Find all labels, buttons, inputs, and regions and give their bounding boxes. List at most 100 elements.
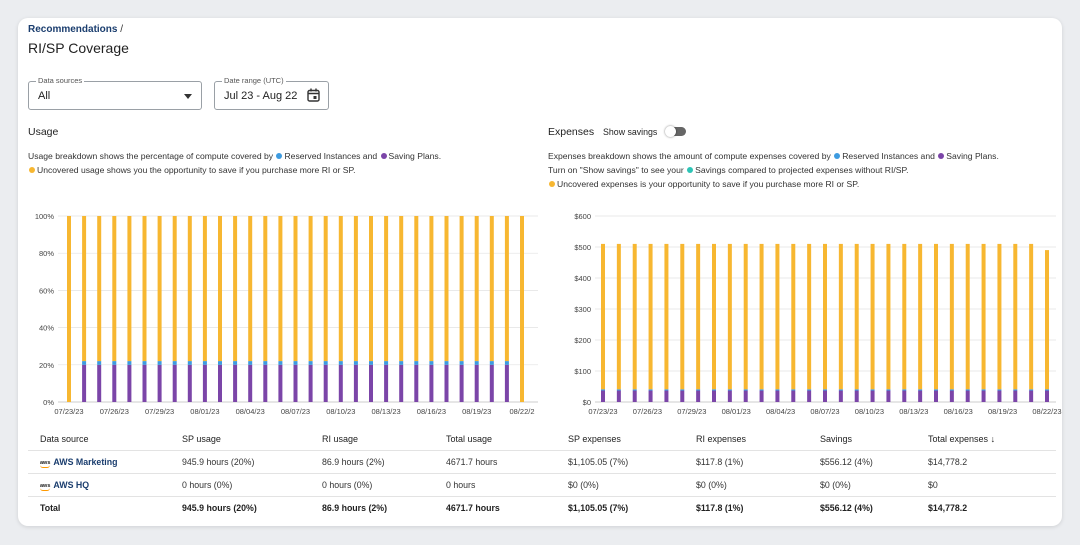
bar-segment-saving-plans[interactable]	[712, 390, 716, 402]
bar-segment-saving-plans[interactable]	[112, 364, 117, 402]
bar-segment-uncovered[interactable]	[727, 243, 732, 390]
col-total-usage[interactable]: Total usage	[434, 428, 556, 451]
bar-segment-uncovered[interactable]	[278, 216, 283, 362]
bar-segment-saving-plans[interactable]	[248, 364, 253, 402]
bar-segment-uncovered[interactable]	[459, 216, 464, 362]
bar-segment-reserved-instances[interactable]	[886, 389, 891, 391]
bar-segment-uncovered[interactable]	[172, 216, 177, 362]
bar-segment-reserved-instances[interactable]	[616, 389, 621, 391]
bar-segment-reserved-instances[interactable]	[323, 361, 328, 365]
bar-segment-uncovered[interactable]	[97, 216, 102, 362]
bar-segment-uncovered[interactable]	[823, 243, 827, 390]
bar-segment-saving-plans[interactable]	[664, 390, 669, 402]
bar-segment-saving-plans[interactable]	[444, 364, 449, 402]
bar-segment-saving-plans[interactable]	[902, 390, 907, 402]
bar-segment-uncovered[interactable]	[248, 216, 253, 362]
bar-segment-uncovered[interactable]	[648, 243, 653, 390]
bar-segment-saving-plans[interactable]	[918, 390, 923, 402]
bar-segment-saving-plans[interactable]	[293, 364, 298, 402]
bar-segment-reserved-instances[interactable]	[459, 361, 464, 365]
bar-segment-reserved-instances[interactable]	[112, 361, 117, 365]
data-sources-select[interactable]: Data sources All	[28, 76, 202, 110]
bar-segment-reserved-instances[interactable]	[823, 389, 827, 391]
bar-segment-uncovered[interactable]	[712, 243, 716, 390]
bar-segment-saving-plans[interactable]	[791, 390, 796, 402]
bar-segment-reserved-instances[interactable]	[202, 361, 207, 365]
bar-segment-saving-plans[interactable]	[504, 364, 509, 402]
bar-segment-uncovered[interactable]	[1029, 243, 1034, 390]
bar-segment-reserved-instances[interactable]	[308, 361, 313, 365]
bar-segment-reserved-instances[interactable]	[414, 361, 419, 365]
bar-segment-reserved-instances[interactable]	[759, 389, 764, 391]
bar-segment-saving-plans[interactable]	[870, 390, 875, 402]
bar-segment-uncovered[interactable]	[489, 216, 494, 362]
bar-segment-reserved-instances[interactable]	[218, 361, 222, 365]
bar-segment-reserved-instances[interactable]	[791, 389, 796, 391]
bar-segment-saving-plans[interactable]	[997, 390, 1002, 402]
bar-segment-reserved-instances[interactable]	[601, 389, 605, 391]
bar-segment-saving-plans[interactable]	[949, 390, 954, 402]
bar-segment-reserved-instances[interactable]	[97, 361, 102, 365]
bar-segment-uncovered[interactable]	[338, 216, 343, 362]
bar-segment-saving-plans[interactable]	[157, 364, 162, 402]
bar-segment-reserved-instances[interactable]	[278, 361, 283, 365]
bar-segment-uncovered[interactable]	[293, 216, 298, 362]
bar-segment-uncovered[interactable]	[664, 243, 669, 390]
bar-segment-reserved-instances[interactable]	[82, 361, 87, 365]
bar-segment-reserved-instances[interactable]	[648, 389, 653, 391]
bar-segment-uncovered[interactable]	[202, 216, 207, 362]
col-sp-expenses[interactable]: SP expenses	[556, 428, 684, 451]
bar-segment-saving-plans[interactable]	[474, 364, 479, 402]
bar-segment-saving-plans[interactable]	[759, 390, 764, 402]
bar-segment-saving-plans[interactable]	[854, 390, 859, 402]
bar-segment-reserved-instances[interactable]	[504, 361, 509, 365]
bar-segment-reserved-instances[interactable]	[1045, 389, 1049, 391]
bar-segment-reserved-instances[interactable]	[949, 389, 954, 391]
bar-segment-reserved-instances[interactable]	[1013, 389, 1018, 391]
bar-segment-saving-plans[interactable]	[1045, 390, 1049, 402]
bar-segment-saving-plans[interactable]	[743, 390, 748, 402]
bar-segment-saving-plans[interactable]	[278, 364, 283, 402]
bar-segment-saving-plans[interactable]	[353, 364, 358, 402]
bar-segment-saving-plans[interactable]	[823, 390, 827, 402]
bar-segment-saving-plans[interactable]	[308, 364, 313, 402]
bar-segment-saving-plans[interactable]	[1029, 390, 1034, 402]
bar-segment-uncovered[interactable]	[474, 216, 479, 362]
bar-segment-uncovered[interactable]	[82, 216, 87, 362]
bar-segment-reserved-instances[interactable]	[399, 361, 404, 365]
bar-segment-uncovered[interactable]	[112, 216, 117, 362]
bar-segment-reserved-instances[interactable]	[981, 389, 986, 391]
calendar-icon[interactable]	[307, 88, 320, 102]
bar-segment-saving-plans[interactable]	[648, 390, 653, 402]
col-total-expenses[interactable]: Total expenses ↓	[916, 428, 1056, 451]
bar-segment-reserved-instances[interactable]	[384, 361, 389, 365]
col-data-source[interactable]: Data source	[28, 428, 170, 451]
bar-segment-reserved-instances[interactable]	[187, 361, 192, 365]
bar-segment-uncovered[interactable]	[965, 243, 970, 390]
bar-segment-uncovered[interactable]	[308, 216, 313, 362]
bar-segment-saving-plans[interactable]	[369, 364, 373, 402]
bar-segment-saving-plans[interactable]	[965, 390, 970, 402]
bar-segment-uncovered[interactable]	[1045, 250, 1049, 390]
bar-segment-reserved-instances[interactable]	[248, 361, 253, 365]
bar-segment-uncovered[interactable]	[918, 243, 923, 390]
bar-segment-uncovered[interactable]	[854, 243, 859, 390]
bar-segment-uncovered[interactable]	[997, 243, 1002, 390]
bar-segment-saving-plans[interactable]	[632, 390, 637, 402]
bar-segment-uncovered[interactable]	[504, 216, 509, 362]
bar-segment-uncovered[interactable]	[323, 216, 328, 362]
bar-segment-reserved-instances[interactable]	[489, 361, 494, 365]
bar-segment-reserved-instances[interactable]	[664, 389, 669, 391]
bar-segment-uncovered[interactable]	[142, 216, 147, 362]
bar-segment-reserved-instances[interactable]	[369, 361, 373, 365]
bar-segment-saving-plans[interactable]	[338, 364, 343, 402]
bar-segment-reserved-instances[interactable]	[680, 389, 685, 391]
bar-segment-reserved-instances[interactable]	[338, 361, 343, 365]
bar-segment-saving-plans[interactable]	[97, 364, 102, 402]
bar-segment-saving-plans[interactable]	[838, 390, 843, 402]
bar-segment-reserved-instances[interactable]	[293, 361, 298, 365]
bar-segment-uncovered[interactable]	[429, 216, 434, 362]
bar-segment-saving-plans[interactable]	[384, 364, 389, 402]
bar-segment-uncovered[interactable]	[601, 243, 605, 390]
bar-segment-uncovered[interactable]	[263, 216, 268, 362]
